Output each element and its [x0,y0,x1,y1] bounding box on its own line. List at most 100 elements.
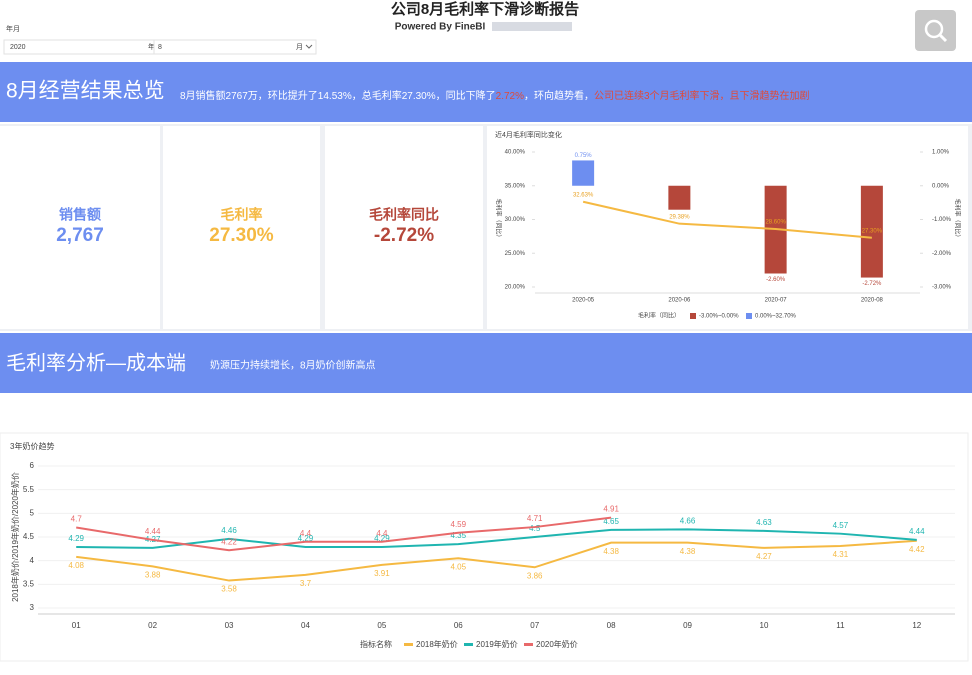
legend-swatch [746,313,752,319]
x-tick-label: 2020-06 [668,298,691,304]
y-tick-label: 30.00% [505,217,526,223]
y-tick-label: 3 [30,603,35,612]
data-label: 4.05 [451,562,467,571]
y2-tick-label: -3.00% [932,285,952,291]
data-label: 29.38% [669,214,690,220]
data-label: 3.58 [221,585,237,594]
kpi-card [163,126,320,329]
y-tick-label: 5 [30,508,35,517]
legend-label: -3.00%~0.00% [699,314,739,320]
x-tick-label: 05 [377,621,386,630]
kpi-label: 毛利率同比 [369,207,439,223]
data-label: 3.7 [300,579,312,588]
x-tick-label: 2020-08 [861,298,884,304]
x-tick-label: 02 [148,621,157,630]
kpi-value: -2.72% [374,225,434,246]
y2-tick-label: -1.00% [932,217,952,223]
year: 2020 [10,44,26,51]
x-tick-label: 01 [72,621,81,630]
dropdown-arrow [305,44,313,49]
y-axis-title: 2018年奶价/2019年奶价/2020年奶价 [10,472,20,602]
banner [0,62,972,122]
x-tick-label: 07 [530,621,539,630]
x-tick-label: 06 [454,621,463,630]
legend-swatch [404,643,413,646]
chart-title: 3年奶价趋势 [10,441,54,451]
line [76,539,917,582]
data-label: 28.60% [765,220,786,226]
data-label: 4.71 [527,514,543,523]
legend-label: 2019年奶价 [476,639,518,649]
y-tick-label: 4 [30,556,35,565]
data-label: 4.22 [221,537,237,546]
banner-title: 8月经营结果总览 [6,80,165,103]
bar [668,185,691,210]
line [582,200,872,239]
data-label: 4.42 [909,545,925,554]
data-label: 4.66 [680,517,696,526]
line [76,516,612,552]
data-label: 4.63 [756,518,772,527]
legend-label: 2018年奶价 [416,639,458,649]
summary-part: 2.72% [496,91,524,102]
banner-summary: 8月销售额2767万，环比提升了14.53%，总毛利率27.30%，同比下降了2… [180,89,810,102]
legend-label: 2020年奶价 [536,639,578,649]
summary-part: 公司已连续3个月毛利率下滑，且下滑趋势在加剧 [594,89,810,102]
data-label: 27.30% [862,228,883,234]
bar [860,185,883,278]
data-label: -2.60% [766,277,786,283]
y-tick-label: 25.00% [505,251,526,257]
page-title: 公司8月毛利率下滑诊断报告 [391,0,579,18]
legend-label: 0.00%~32.70% [755,314,797,320]
kpi-card [0,126,160,329]
data-label: 3.88 [145,570,161,579]
kpi-value: 2,767 [56,225,104,246]
data-label: 4.29 [374,534,390,543]
chart-title: 近4月毛利率同比变化 [495,130,562,139]
y2-tick-label: 0.00% [932,183,950,189]
legend-title: 指标名称 [360,639,392,649]
zoom-button[interactable] [915,10,956,51]
data-label: 4.38 [603,547,619,556]
y-axis-title: 毛利率（同比） [494,198,502,240]
banner [0,333,972,393]
month-select[interactable] [153,39,317,55]
data-label: 4.91 [603,505,619,514]
data-label: 4.59 [451,520,467,529]
subtitle: Powered By FineBI [395,22,486,33]
data-label: 4.65 [603,517,619,526]
data-label: 4.44 [909,527,925,536]
chart-panel [487,126,968,329]
x-tick-label: 2020-05 [572,298,595,304]
data-label: 4.46 [221,526,237,535]
x-tick-label: 2020-07 [765,298,788,304]
data-label: 3.91 [374,569,390,578]
filter-label: 年月 [6,24,20,33]
y2-tick-label: -2.00% [932,251,952,257]
year-select[interactable] [3,39,155,55]
y2-axis-title: 毛利率（同比） [953,198,961,240]
x-tick-label: 11 [836,621,845,630]
data-label: 4.4 [300,529,312,538]
kpi-label: 毛利率 [221,207,263,223]
y-tick-label: 6 [30,461,35,470]
y-tick-label: 4.5 [23,532,35,541]
x-tick-label: 10 [760,621,769,630]
y-tick-label: 20.00% [505,285,526,291]
banner-title: 毛利率分析—成本端 [6,351,186,374]
kpi-card [325,126,483,329]
data-label: 4.4 [376,529,388,538]
summary-part: ，环向趋势看， [524,89,594,102]
kpi-value: 27.30% [209,225,274,246]
data-label: 0.75% [575,153,593,159]
summary-part: 8月销售额2767万，环比提升了14.53%，总毛利率27.30%，同比下降了 [180,89,496,102]
banner-subtitle: 奶源压力持续增长，8月奶价创新高点 [210,359,376,372]
data-label: 4.08 [68,561,84,570]
year-unit: 年 [148,42,155,51]
data-label: 4.29 [68,534,84,543]
x-tick-label: 03 [225,621,234,630]
y-tick-label: 35.00% [505,183,526,189]
y2-tick-label: 1.00% [932,150,950,156]
